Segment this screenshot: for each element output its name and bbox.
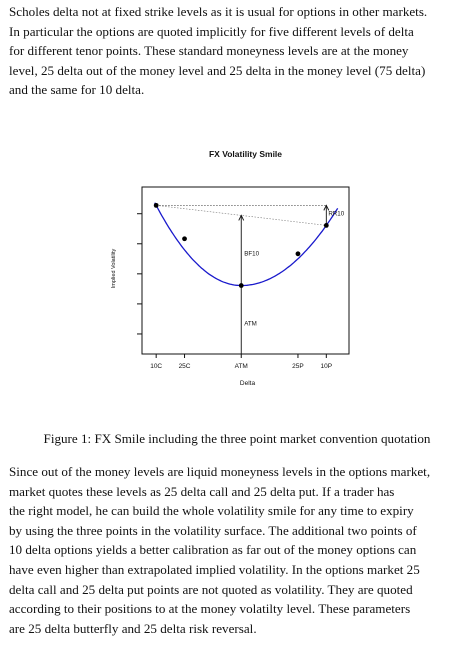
text-line: according to their positions to at the m… <box>9 601 411 617</box>
text-line: In particular the options are quoted imp… <box>9 23 414 39</box>
paragraph-body: Since out of the money levels are liquid… <box>9 462 465 638</box>
chart-title: FX Volatility Smile <box>209 149 282 159</box>
x-tick-label: 10P <box>321 363 333 370</box>
text-line: are 25 delta butterfly and 25 delta risk… <box>9 620 257 636</box>
x-tick-label: 25C <box>179 363 191 370</box>
fx-smile-chart: FX Volatility Smile 10C 25C ATM 25P 10P Delta I… <box>111 149 350 387</box>
smile-curve <box>154 202 339 287</box>
data-point <box>182 236 187 242</box>
text-line: 10 delta options yields a better calibra… <box>9 542 417 558</box>
x-tick-label: 25P <box>292 363 304 370</box>
text-line: for different tenor points. These standa… <box>9 43 409 59</box>
x-tick-label: 10C <box>150 363 162 370</box>
figure-caption: Figure 1: FX Smile including the three p… <box>43 431 431 446</box>
text-line: Since out of the money levels are liquid… <box>9 464 431 479</box>
data-point <box>323 223 329 228</box>
text-line: level, 25 delta out of the money level a… <box>9 62 426 78</box>
y-axis-label: Implied Volatility <box>111 249 117 289</box>
x-tick-label: ATM <box>235 363 248 370</box>
text-line: the right model, he can build the whole … <box>9 503 414 519</box>
figure-fx-smile: FX Volatility Smile 10C 25C ATM 25P 10P Delta I… <box>0 140 474 410</box>
bf10-arrow-head <box>238 214 245 221</box>
bf10-label: BF10 <box>244 250 259 257</box>
rr10-label: RR10 <box>328 211 344 218</box>
text-line: delta call and 25 delta put points are n… <box>9 581 413 597</box>
x-axis-label: Delta <box>240 380 256 387</box>
text-line: market quotes these levels as 25 delta c… <box>9 483 395 499</box>
text-line: have even higher than extrapolated impli… <box>9 561 420 577</box>
text-line: Scholes delta not at fixed strike levels… <box>9 4 428 19</box>
rr10-arrow-head <box>323 204 330 211</box>
atm-label: ATM <box>244 321 257 328</box>
paragraph-intro: Scholes delta not at fixed strike levels… <box>9 2 465 100</box>
text-line: by using the three points in the volatil… <box>9 522 417 538</box>
data-point <box>238 283 244 288</box>
text-line: and the same for 10 delta. <box>9 82 145 98</box>
plot-frame <box>141 186 350 355</box>
data-point <box>153 202 159 208</box>
data-point <box>295 251 301 257</box>
